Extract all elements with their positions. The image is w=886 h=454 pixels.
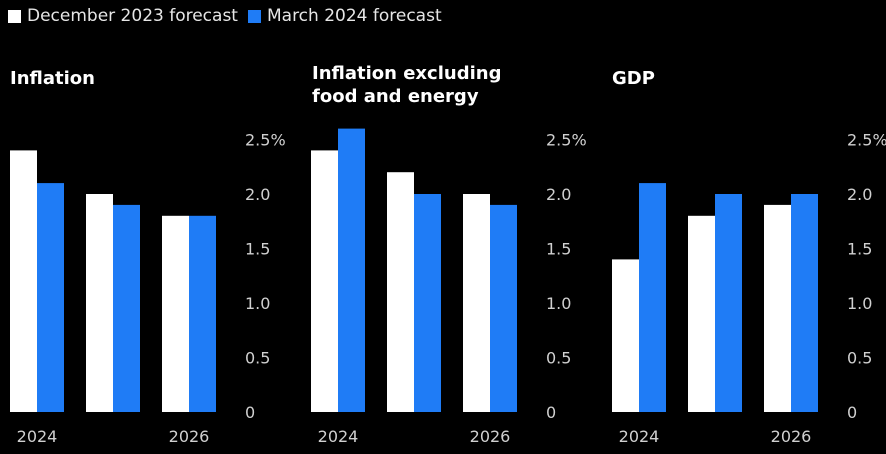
x-tick-label: 2026 [470, 427, 511, 446]
y-tick-label: 1.0 [847, 294, 872, 313]
bar-2025-mar2024 [414, 194, 441, 412]
y-tick-label: 2.0 [546, 185, 571, 204]
y-tick-label: 2.5% [245, 131, 286, 150]
legend-item-december-2023: December 2023 forecast [8, 6, 238, 26]
bar-2026-mar2024 [490, 204, 517, 412]
x-tick-label: 2024 [17, 427, 58, 446]
bar-2025-dec2023 [86, 194, 113, 412]
panel-title-gdp: GDP [612, 68, 655, 89]
y-tick-label: 0.5 [546, 349, 571, 368]
bar-2025-dec2023 [387, 172, 414, 412]
y-tick-label: 0.5 [847, 349, 872, 368]
legend-swatch-blue [247, 9, 261, 23]
panel-title-core-inflation: Inflation excluding food and energy [312, 63, 502, 107]
y-tick-label: 1.5 [245, 240, 270, 259]
chart-legend: December 2023 forecast March 2024 foreca… [8, 4, 452, 28]
bar-2026-mar2024 [189, 215, 216, 412]
bar-2025-dec2023 [688, 215, 715, 412]
y-tick-label: 2.5% [546, 131, 587, 150]
y-tick-label: 0 [546, 403, 556, 422]
y-tick-label: 2.0 [245, 185, 270, 204]
x-tick-label: 2024 [318, 427, 359, 446]
bar-2024-mar2024 [37, 183, 64, 412]
y-tick-label: 2.0 [847, 185, 872, 204]
y-tick-label: 1.5 [546, 240, 571, 259]
bar-2026-dec2023 [162, 215, 189, 412]
bar-2026-mar2024 [791, 194, 818, 412]
bar-2024-dec2023 [10, 150, 37, 412]
y-tick-label: 1.0 [546, 294, 571, 313]
y-tick-label: 2.5% [847, 131, 886, 150]
bar-2024-mar2024 [639, 183, 666, 412]
legend-swatch-white [8, 9, 21, 23]
y-tick-label: 1.5 [847, 240, 872, 259]
legend-label: December 2023 forecast [27, 6, 238, 26]
bar-2026-dec2023 [764, 204, 791, 412]
bar-2024-dec2023 [311, 150, 338, 412]
bar-2024-dec2023 [612, 259, 639, 412]
y-tick-label: 1.0 [245, 294, 270, 313]
legend-label: March 2024 forecast [266, 6, 442, 26]
y-tick-label: 0 [847, 403, 857, 422]
y-tick-label: 0.5 [245, 349, 270, 368]
x-tick-label: 2024 [619, 427, 660, 446]
bar-2025-mar2024 [715, 194, 742, 412]
bar-2026-dec2023 [463, 194, 490, 412]
panel-title-inflation: Inflation [10, 68, 95, 89]
y-tick-label: 0 [245, 403, 255, 422]
bar-2025-mar2024 [113, 204, 140, 412]
x-tick-label: 2026 [169, 427, 210, 446]
x-tick-label: 2026 [771, 427, 812, 446]
legend-item-march-2024: March 2024 forecast [247, 6, 442, 26]
bar-2024-mar2024 [338, 128, 365, 412]
